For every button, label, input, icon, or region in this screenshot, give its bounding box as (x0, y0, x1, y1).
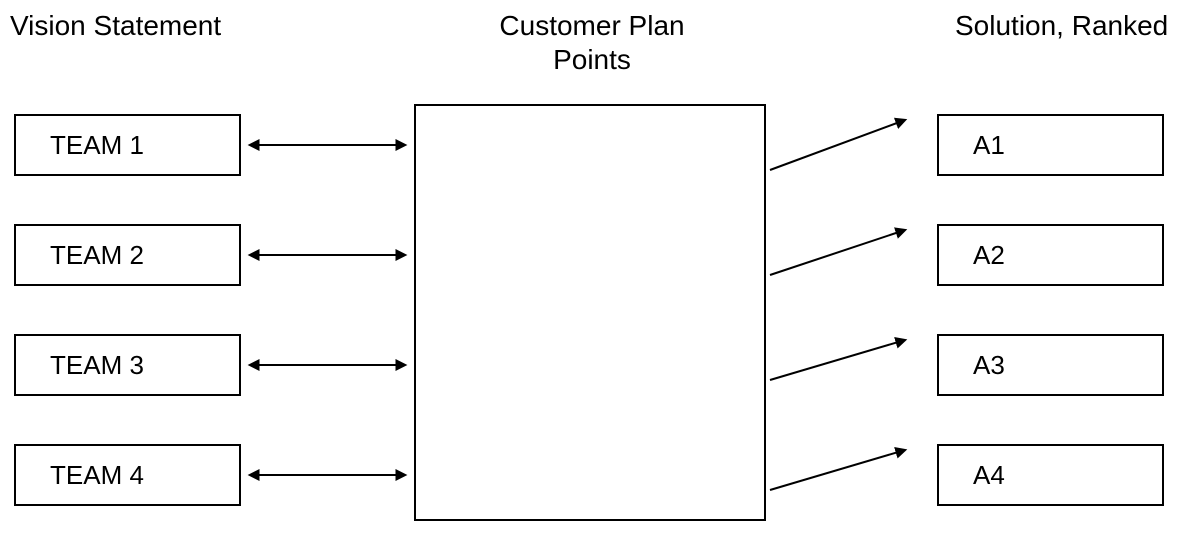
team-box-label: TEAM 3 (50, 350, 144, 380)
team-box-label: TEAM 4 (50, 460, 144, 490)
solution-box-label: A4 (973, 460, 1005, 490)
solution-box-label: A1 (973, 130, 1005, 160)
team-box-label: TEAM 1 (50, 130, 144, 160)
header-center-line1: Customer Plan (499, 10, 684, 41)
solution-box-label: A3 (973, 350, 1005, 380)
header-left: Vision Statement (10, 10, 221, 41)
team-box-label: TEAM 2 (50, 240, 144, 270)
background (0, 0, 1183, 560)
header-center-line2: Points (553, 44, 631, 75)
solution-box-label: A2 (973, 240, 1005, 270)
header-right: Solution, Ranked (955, 10, 1168, 41)
diagram-canvas: Vision Statement Customer PlanPoints Solut… (0, 0, 1183, 560)
